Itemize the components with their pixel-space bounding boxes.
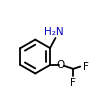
Text: F: F	[70, 78, 76, 88]
Text: H₂N: H₂N	[44, 27, 64, 37]
Text: F: F	[83, 62, 88, 72]
Text: O: O	[57, 60, 65, 70]
